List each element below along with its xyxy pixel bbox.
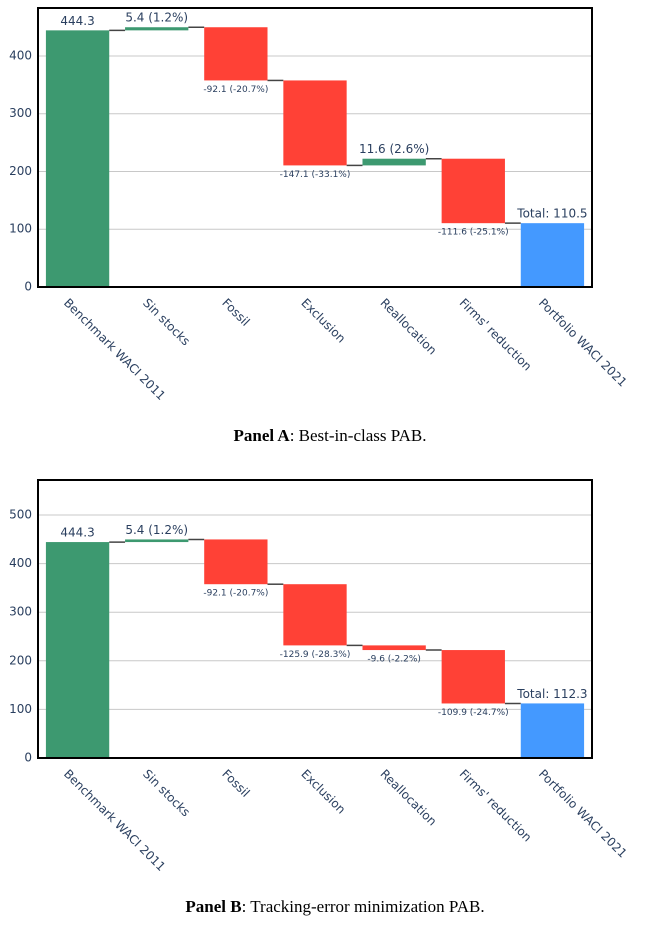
caption: Panel A: Best-in-class PAB.: [234, 426, 427, 445]
value-label: -109.9 (-24.7%): [438, 708, 509, 718]
value-label: -111.6 (-25.1%): [438, 228, 509, 238]
plot-border: [37, 7, 593, 288]
caption-text: : Best-in-class PAB.: [290, 426, 427, 445]
y-tick-label: 0: [24, 751, 32, 765]
caption-label: Panel B: [185, 897, 241, 916]
bar: [125, 27, 189, 31]
bar: [520, 223, 585, 287]
x-tick-label: Firms' reduction: [457, 767, 535, 845]
caption-text: : Tracking-error minimization PAB.: [242, 897, 485, 916]
bar: [441, 158, 505, 224]
bar: [125, 539, 189, 543]
value-label: -9.6 (-2.2%): [367, 655, 421, 665]
x-tick-label: Exclusion: [298, 296, 348, 346]
y-tick-label: 100: [9, 222, 32, 236]
bar: [283, 584, 347, 646]
bar: [362, 645, 426, 651]
x-tick-label: Fossil: [219, 767, 252, 800]
plot-border: [37, 479, 593, 759]
bar: [362, 158, 426, 166]
y-tick-label: 300: [9, 106, 32, 120]
y-tick-label: 200: [9, 653, 32, 667]
bar: [204, 27, 268, 81]
value-label: 444.3: [60, 14, 94, 28]
value-label: Total: 110.5: [516, 207, 587, 221]
value-label: -92.1 (-20.7%): [203, 85, 268, 95]
bar: [520, 703, 585, 758]
y-tick-label: 0: [24, 280, 32, 294]
x-tick-label: Portfolio WACI 2021: [536, 767, 630, 861]
value-label: -147.1 (-33.1%): [280, 170, 351, 180]
y-tick-label: 400: [9, 48, 32, 62]
x-tick-label: Reallocation: [378, 296, 440, 358]
y-tick-label: 400: [9, 556, 32, 570]
x-tick-label: Sin stocks: [140, 767, 193, 820]
y-tick-label: 200: [9, 164, 32, 178]
x-tick-label: Sin stocks: [140, 296, 193, 349]
value-label: -92.1 (-20.7%): [203, 589, 268, 599]
bar: [204, 539, 268, 585]
bar: [441, 650, 505, 704]
value-label: 5.4 (1.2%): [125, 11, 188, 25]
bar: [283, 80, 347, 166]
bar: [45, 542, 110, 758]
x-tick-label: Fossil: [219, 296, 252, 329]
value-label: 11.6 (2.6%): [359, 142, 429, 156]
bar: [45, 30, 110, 288]
y-tick-label: 300: [9, 605, 32, 619]
caption-label: Panel A: [234, 426, 291, 445]
value-label: 5.4 (1.2%): [125, 523, 188, 537]
x-tick-label: Firms' reduction: [457, 296, 535, 374]
value-label: -125.9 (-28.3%): [280, 650, 351, 660]
caption: Panel B: Tracking-error minimization PAB…: [185, 897, 484, 916]
x-tick-label: Reallocation: [378, 767, 440, 829]
y-tick-label: 500: [9, 507, 32, 521]
y-tick-label: 100: [9, 702, 32, 716]
value-label: 444.3: [60, 526, 94, 540]
value-label: Total: 112.3: [516, 687, 587, 701]
x-tick-label: Portfolio WACI 2021: [536, 296, 630, 390]
x-tick-label: Exclusion: [298, 767, 348, 817]
